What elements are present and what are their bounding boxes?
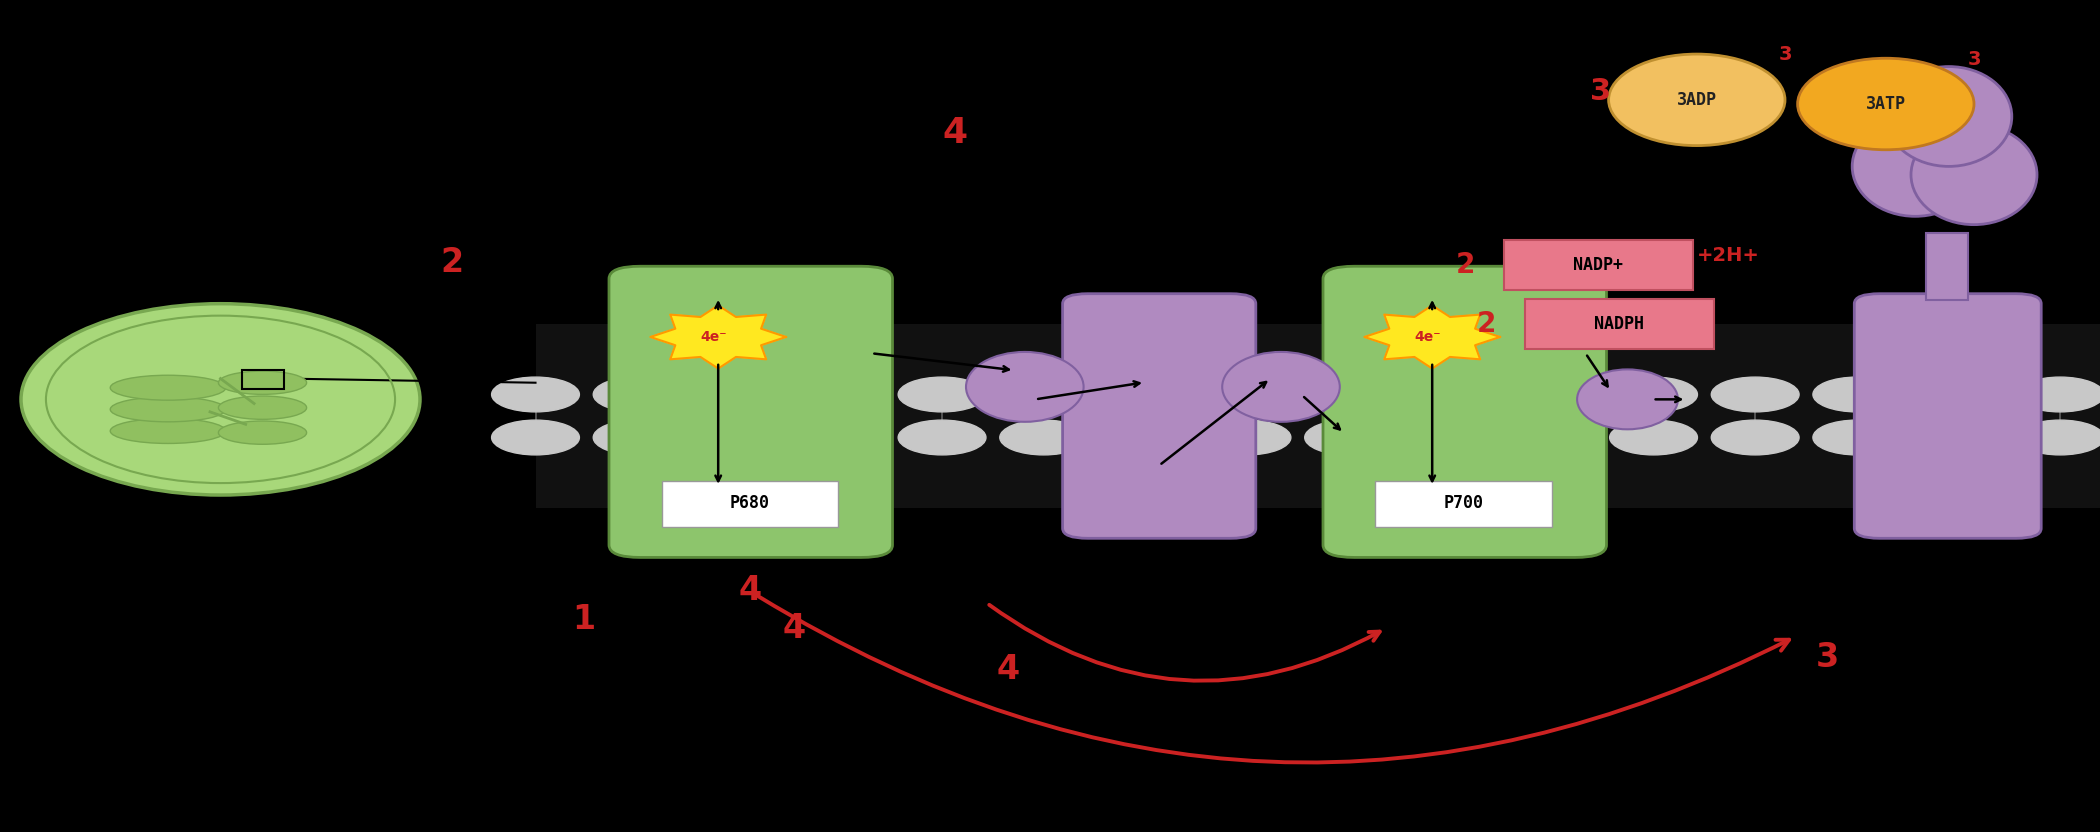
Circle shape — [1812, 420, 1900, 455]
Ellipse shape — [218, 396, 307, 419]
Text: P680: P680 — [729, 494, 771, 513]
Circle shape — [1508, 377, 1596, 412]
Ellipse shape — [218, 421, 307, 444]
Ellipse shape — [109, 397, 225, 422]
Circle shape — [1609, 377, 1697, 412]
Text: 2: 2 — [439, 245, 464, 279]
Circle shape — [695, 420, 783, 455]
Circle shape — [1712, 377, 1800, 412]
Text: 4: 4 — [995, 653, 1021, 686]
Circle shape — [592, 377, 680, 412]
Circle shape — [1915, 420, 2003, 455]
FancyBboxPatch shape — [1376, 481, 1552, 527]
Bar — [536, 324, 2100, 508]
Text: 4e⁻: 4e⁻ — [701, 330, 727, 344]
Text: NADPH: NADPH — [1594, 314, 1644, 333]
Ellipse shape — [1222, 352, 1340, 422]
Circle shape — [1000, 420, 1088, 455]
Bar — [1926, 233, 1968, 300]
Circle shape — [899, 377, 987, 412]
Text: 2: 2 — [1476, 310, 1497, 338]
Circle shape — [899, 420, 987, 455]
Text: 4e⁻: 4e⁻ — [1415, 330, 1441, 344]
Circle shape — [1407, 420, 1495, 455]
Ellipse shape — [21, 304, 420, 495]
Circle shape — [1609, 420, 1697, 455]
Ellipse shape — [1852, 116, 1978, 216]
FancyBboxPatch shape — [1063, 294, 1256, 538]
FancyArrowPatch shape — [758, 597, 1789, 762]
Circle shape — [1812, 377, 1900, 412]
Circle shape — [1407, 377, 1495, 412]
Ellipse shape — [1886, 67, 2012, 166]
Polygon shape — [1365, 305, 1499, 369]
Circle shape — [1203, 420, 1292, 455]
Text: 3ADP: 3ADP — [1676, 91, 1718, 109]
Circle shape — [491, 377, 580, 412]
Ellipse shape — [1577, 369, 1678, 429]
Circle shape — [491, 420, 580, 455]
FancyArrowPatch shape — [989, 605, 1380, 681]
Text: P700: P700 — [1443, 494, 1485, 513]
Circle shape — [796, 420, 884, 455]
Circle shape — [1304, 420, 1392, 455]
Circle shape — [1712, 420, 1800, 455]
Bar — [242, 370, 284, 389]
FancyBboxPatch shape — [1854, 294, 2041, 538]
Ellipse shape — [966, 352, 1084, 422]
Circle shape — [1915, 377, 2003, 412]
Circle shape — [1304, 377, 1392, 412]
Circle shape — [1000, 377, 1088, 412]
FancyBboxPatch shape — [1323, 266, 1606, 557]
Ellipse shape — [1609, 54, 1785, 146]
Circle shape — [592, 420, 680, 455]
Circle shape — [2016, 377, 2100, 412]
Text: 3: 3 — [1590, 77, 1611, 106]
Text: NADP+: NADP+ — [1573, 256, 1623, 275]
Ellipse shape — [1911, 125, 2037, 225]
Text: +2H+: +2H+ — [1697, 246, 1760, 265]
Text: 1: 1 — [571, 603, 596, 636]
Circle shape — [2016, 420, 2100, 455]
Ellipse shape — [1798, 58, 1974, 150]
Circle shape — [1508, 420, 1596, 455]
Text: 3: 3 — [1779, 45, 1791, 63]
FancyBboxPatch shape — [1525, 299, 1714, 349]
Ellipse shape — [218, 371, 307, 394]
Text: 3: 3 — [1814, 641, 1840, 674]
Text: 4: 4 — [737, 574, 762, 607]
Polygon shape — [651, 305, 785, 369]
Circle shape — [1203, 377, 1292, 412]
FancyBboxPatch shape — [662, 481, 838, 527]
FancyBboxPatch shape — [1504, 240, 1693, 290]
Circle shape — [695, 377, 783, 412]
FancyBboxPatch shape — [609, 266, 892, 557]
Text: 3: 3 — [1968, 51, 1980, 69]
Text: 4: 4 — [781, 612, 806, 645]
Circle shape — [1100, 420, 1189, 455]
Circle shape — [1100, 377, 1189, 412]
Ellipse shape — [109, 418, 225, 443]
Circle shape — [796, 377, 884, 412]
Text: 4: 4 — [943, 116, 968, 150]
Text: 3ATP: 3ATP — [1865, 95, 1907, 113]
Ellipse shape — [109, 375, 225, 400]
Text: 2: 2 — [1455, 251, 1476, 280]
